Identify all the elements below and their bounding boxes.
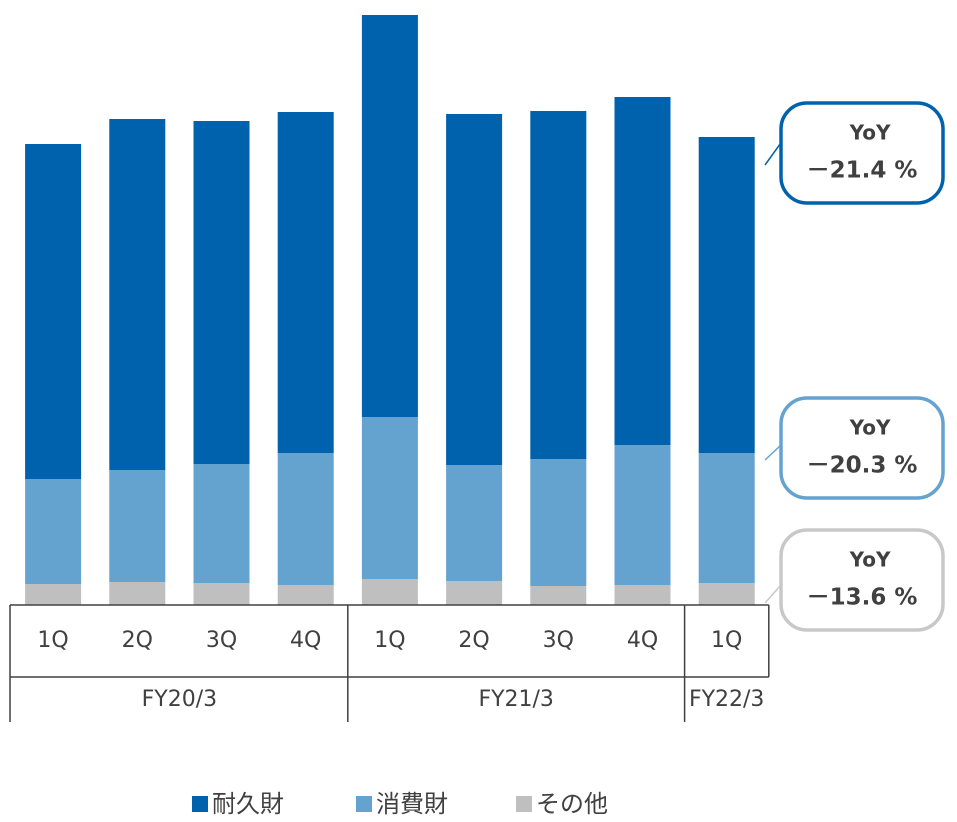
callout-value: －21.4 %	[807, 158, 918, 184]
bar-segment	[698, 453, 755, 583]
legend-swatch	[516, 796, 532, 812]
group-label: FY21/3	[478, 687, 554, 712]
bar-segment	[25, 144, 82, 479]
callout-value: －20.3 %	[807, 453, 918, 479]
bar-segment	[361, 15, 418, 417]
bar-segment	[25, 584, 82, 605]
bar-segment	[109, 119, 166, 470]
x-tick-label: 1Q	[37, 628, 68, 653]
bar-segment	[361, 579, 418, 605]
bar-segment	[530, 459, 587, 586]
legend-label: その他	[536, 790, 608, 818]
bar-segment	[109, 470, 166, 582]
bar-segment	[614, 585, 671, 605]
legend-label: 耐久財	[212, 790, 284, 818]
callout-box	[779, 396, 945, 500]
bar-segment	[193, 464, 250, 583]
bar-segment	[530, 111, 587, 459]
callout-box	[779, 101, 945, 205]
bar-segment	[109, 582, 166, 605]
callout-title: YoY	[849, 416, 891, 440]
leader-line	[764, 584, 782, 604]
x-tick-label: 2Q	[122, 628, 153, 653]
leader-line	[764, 444, 782, 461]
bar-segment	[698, 137, 755, 453]
bar-segment	[446, 465, 503, 581]
callout-title: YoY	[849, 121, 891, 145]
bar-segment	[277, 585, 334, 605]
callout-box	[779, 528, 945, 632]
group-label: FY20/3	[142, 687, 218, 712]
x-tick-label: 1Q	[711, 628, 742, 653]
x-tick-label: 3Q	[543, 628, 574, 653]
bar-segment	[277, 112, 334, 453]
bar-segment	[25, 479, 82, 584]
bar-segment	[530, 586, 587, 605]
bar-segment	[446, 581, 503, 605]
bar-segment	[614, 445, 671, 585]
bar-segment	[193, 121, 250, 464]
legend-label: 消費財	[376, 790, 448, 818]
bar-segment	[193, 583, 250, 605]
x-tick-label: 4Q	[627, 628, 658, 653]
group-label: FY22/3	[689, 687, 765, 712]
callout-title: YoY	[849, 548, 891, 572]
legend-swatch	[192, 796, 208, 812]
bar-segment	[698, 583, 755, 605]
bar-segment	[446, 114, 503, 465]
x-tick-label: 3Q	[206, 628, 237, 653]
x-tick-label: 1Q	[374, 628, 405, 653]
x-tick-label: 2Q	[458, 628, 489, 653]
legend-swatch	[356, 796, 372, 812]
bar-segment	[614, 97, 671, 445]
x-tick-label: 4Q	[290, 628, 321, 653]
bar-segment	[277, 453, 334, 585]
callout-value: －13.6 %	[807, 585, 918, 611]
bar-segment	[361, 417, 418, 579]
